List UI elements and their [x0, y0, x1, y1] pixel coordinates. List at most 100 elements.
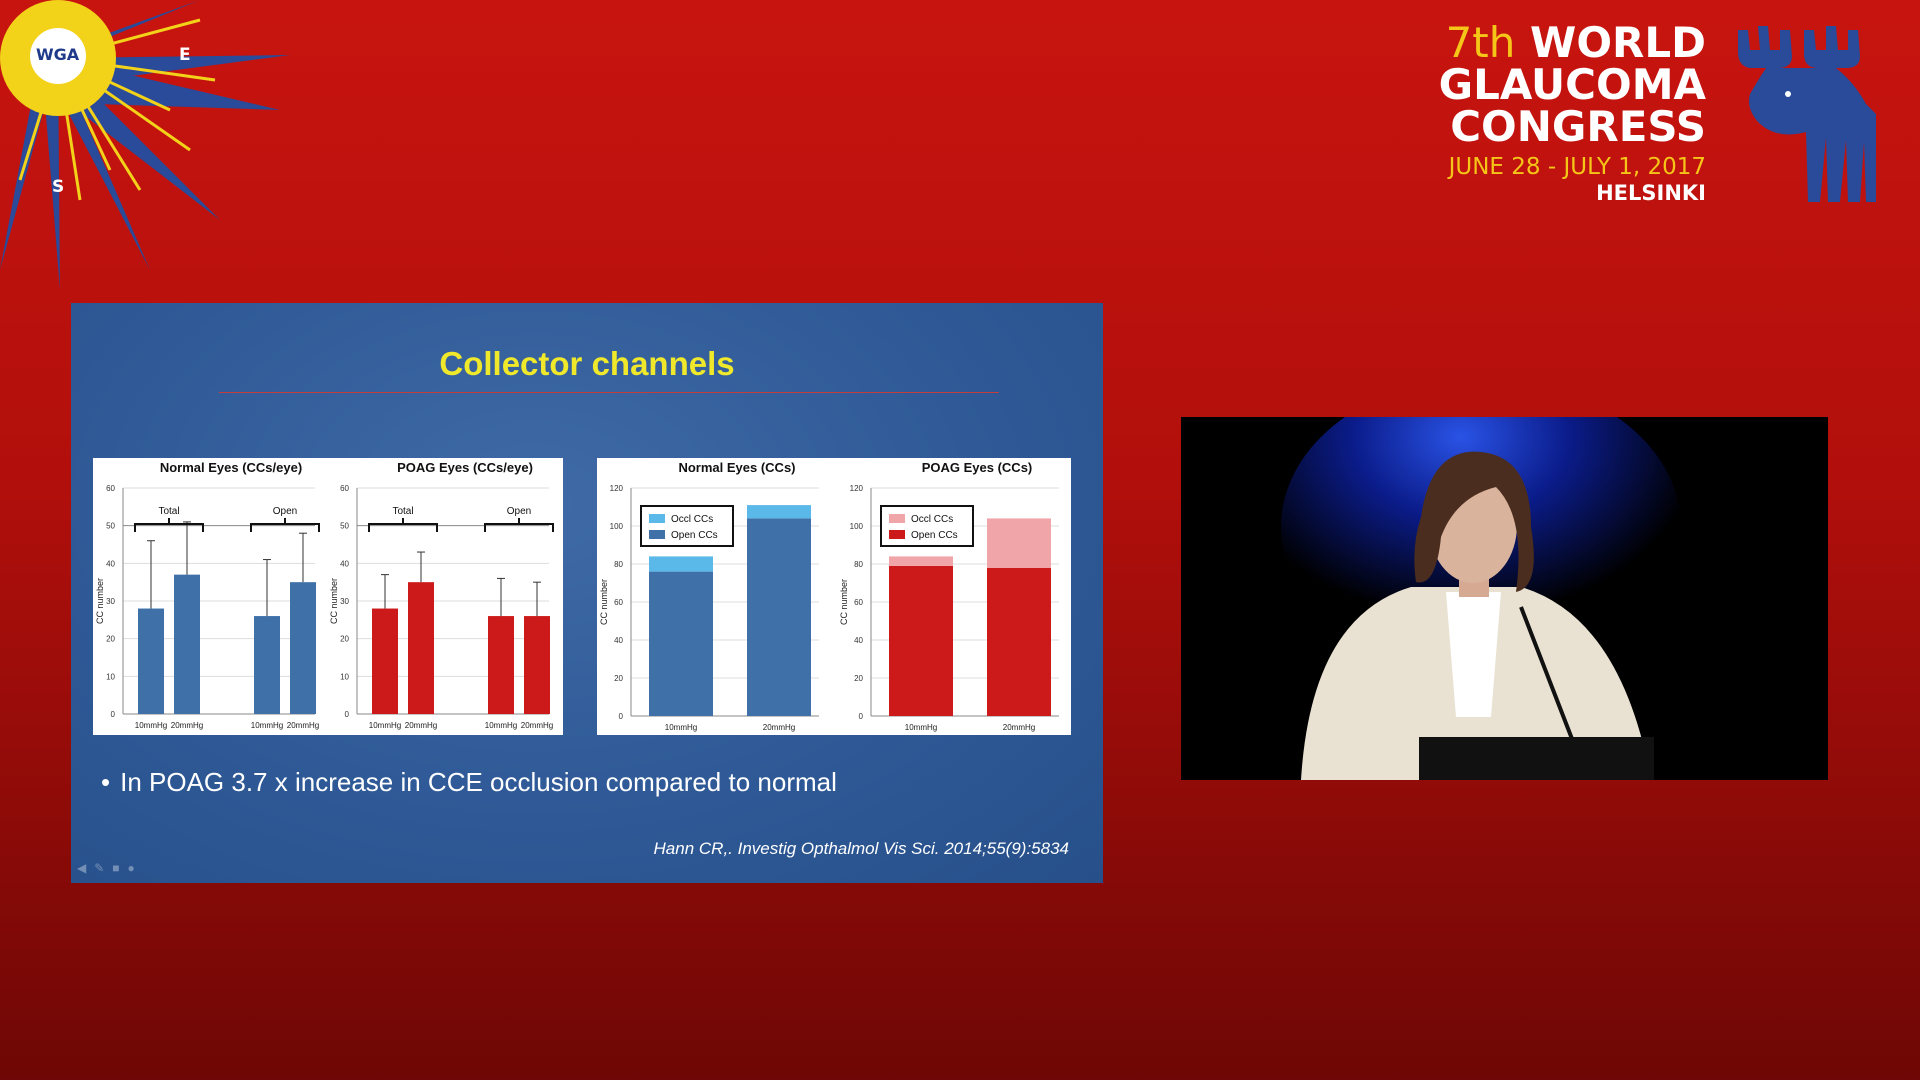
chart-title: Normal Eyes (CCs) [678, 460, 795, 475]
slide-bullet: • In POAG 3.7 x increase in CCE occlusion… [101, 767, 837, 798]
y-tick-label: 0 [345, 710, 350, 719]
legend-label: Occl CCs [671, 514, 713, 525]
y-tick-label: 60 [854, 598, 863, 607]
congress-line1: WORLD [1530, 18, 1706, 67]
legend-label: Open CCs [911, 530, 958, 541]
group-bracket [484, 518, 554, 532]
slide-toolbar: ◀ ✎ ■ ● [77, 861, 135, 875]
bar-occluded [987, 518, 1051, 568]
logo-text: WGA [36, 45, 80, 64]
legend-swatch [889, 530, 905, 539]
bar-open [649, 571, 713, 716]
legend-label: Occl CCs [911, 514, 953, 525]
y-tick-label: 0 [619, 712, 624, 721]
bar-occluded [889, 556, 953, 566]
chart-panel-totals: Normal Eyes (CCs) 0 20 40 60 80 100 120 CC numbe… [597, 458, 1071, 735]
bar [290, 582, 316, 714]
y-tick-label: 120 [610, 484, 624, 493]
group-label: Total [392, 506, 413, 517]
legend-swatch [649, 514, 665, 523]
per-eye-charts: Normal Eyes (CCs/eye) 0 10 20 30 40 50 60 CC num… [95, 460, 554, 730]
group-label: Open [273, 506, 297, 517]
pen-icon[interactable]: ✎ [94, 861, 105, 875]
x-tick-label: 20mmHg [1003, 723, 1035, 732]
y-tick-label: 20 [854, 674, 863, 683]
slide-title: Collector channels [439, 345, 735, 382]
slide-citation: Hann CR,. Investig Opthalmol Vis Sci. 20… [653, 839, 1069, 858]
group-bracket [134, 518, 204, 532]
prev-arrow-icon[interactable]: ◀ [77, 861, 87, 875]
x-tick-label: 20mmHg [171, 721, 203, 730]
congress-dates: JUNE 28 - JULY 1, 2017 [1448, 154, 1706, 180]
group-bracket [250, 518, 320, 532]
y-tick-label: 40 [854, 636, 863, 645]
logo-east-label: E [179, 45, 191, 65]
legend-box [880, 505, 974, 547]
edition: 7th [1445, 18, 1516, 67]
y-axis-label: CC number [599, 579, 609, 625]
bar [488, 616, 514, 714]
bar-occluded [747, 505, 811, 519]
y-tick-label: 40 [340, 559, 349, 568]
x-tick-label: 20mmHg [763, 723, 795, 732]
congress-city: HELSINKI [1596, 181, 1706, 205]
legend-label: Open CCs [671, 530, 718, 541]
y-tick-label: 30 [340, 597, 349, 606]
title-underline [219, 392, 999, 393]
x-tick-label: 10mmHg [485, 721, 517, 730]
chart-panel-per-eye: Normal Eyes (CCs/eye) 0 10 20 30 40 50 60 CC num… [93, 458, 563, 735]
chart-title: POAG Eyes (CCs) [922, 460, 1033, 475]
bar [372, 608, 398, 714]
y-axis-label: CC number [329, 578, 339, 624]
y-tick-label: 60 [340, 484, 349, 493]
y-tick-label: 20 [340, 635, 349, 644]
bar [524, 616, 550, 714]
y-tick-label: 100 [850, 522, 864, 531]
legend-swatch [649, 530, 665, 539]
y-tick-label: 100 [610, 522, 624, 531]
bar [174, 574, 200, 714]
congress-line3: CONGRESS [1450, 102, 1706, 151]
logo-south-label: S [52, 177, 65, 197]
compass-star-icon [0, 0, 290, 290]
group-label: Total [158, 506, 179, 517]
bar-open [987, 567, 1051, 716]
y-tick-label: 10 [106, 672, 115, 681]
bar-open [889, 565, 953, 716]
bar [254, 616, 280, 714]
x-tick-label: 20mmHg [287, 721, 319, 730]
y-axis-label: CC number [95, 578, 105, 624]
bar-occluded [649, 556, 713, 572]
congress-title: 7th WORLD GLAUCOMA CONGRESS JUNE 28 - JU… [1439, 22, 1706, 204]
more-icon[interactable]: ● [127, 861, 135, 875]
y-tick-label: 10 [340, 672, 349, 681]
x-tick-label: 20mmHg [405, 721, 437, 730]
congress-line2: GLAUCOMA [1438, 60, 1706, 109]
speaker-video [1181, 417, 1828, 780]
y-tick-label: 0 [859, 712, 864, 721]
x-tick-label: 10mmHg [135, 721, 167, 730]
total-cc-charts: Normal Eyes (CCs) 0 20 40 60 80 100 120 CC numbe… [599, 460, 1059, 732]
bar-open [747, 518, 811, 716]
bullet-point-icon: • [101, 767, 111, 797]
y-tick-label: 40 [106, 559, 115, 568]
group-label: Open [507, 506, 531, 517]
y-tick-label: 30 [106, 597, 115, 606]
chart-title: POAG Eyes (CCs/eye) [397, 460, 533, 475]
x-tick-label: 10mmHg [369, 721, 401, 730]
x-tick-label: 20mmHg [521, 721, 553, 730]
x-tick-label: 10mmHg [251, 721, 283, 730]
legend-box [640, 505, 734, 547]
x-tick-label: 10mmHg [905, 723, 937, 732]
group-bracket [368, 518, 438, 532]
y-tick-label: 50 [340, 522, 349, 531]
y-tick-label: 20 [614, 674, 623, 683]
presentation-slide: Collector channels Normal Eyes (CCs/eye)… [71, 303, 1103, 883]
y-tick-label: 60 [106, 484, 115, 493]
y-tick-label: 40 [614, 636, 623, 645]
chart-title: Normal Eyes (CCs/eye) [160, 460, 302, 475]
slides-icon[interactable]: ■ [112, 861, 120, 875]
y-tick-label: 0 [111, 710, 116, 719]
y-axis-label: CC number [839, 579, 849, 625]
wga-logo: WGA E S [0, 0, 300, 295]
